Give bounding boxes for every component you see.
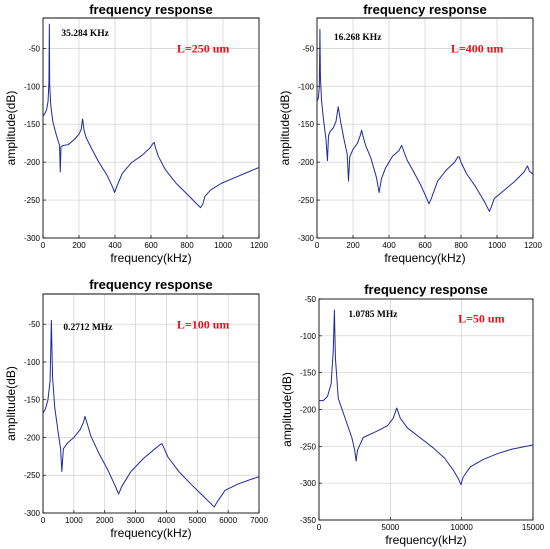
chart-4: 0 5000 10000 15000 -350 -300 -250 -200 -150 -100 -… [280, 282, 545, 547]
x-tick-label: 800 [180, 241, 194, 250]
length-label: L=250 um [177, 41, 230, 55]
chart-title: frequency response [364, 282, 488, 297]
y-tick-label: -150 [300, 369, 317, 378]
chart-1: 0 200 400 600 800 1000 1200 -300 -250 -200 -150 -10… [4, 2, 268, 265]
x-tick-label: 5000 [381, 523, 399, 532]
y-tick-label: -250 [24, 471, 41, 480]
x-tick-label: 1000 [65, 516, 83, 525]
x-tick-label: 200 [346, 241, 360, 250]
x-axis-label: frequency(kHz) [385, 533, 466, 547]
y-tick-label: -50 [28, 320, 40, 329]
y-tick-label: -100 [24, 82, 41, 91]
y-axis-label: amplitude(dB) [4, 366, 18, 441]
response-curve [42, 319, 260, 508]
peak-frequency-label: 1.0785 MHz [348, 310, 398, 320]
y-tick-label: -150 [24, 396, 41, 405]
y-tick-label: -200 [300, 406, 317, 415]
y-tick-label: -350 [300, 516, 317, 525]
x-tick-label: 400 [382, 241, 396, 250]
y-tick-label: -250 [300, 442, 317, 451]
y-tick-label: -150 [298, 120, 315, 129]
x-tick-label: 2000 [96, 516, 114, 525]
y-tick-label: -100 [24, 358, 41, 367]
x-tick-label: 5000 [188, 516, 206, 525]
x-tick-label: 0 [41, 516, 46, 525]
x-tick-label: 1200 [250, 241, 268, 250]
x-axis-label: frequency(kHz) [110, 251, 191, 265]
plot-area [42, 293, 260, 514]
x-axis-label: frequency(kHz) [110, 526, 191, 540]
x-tick-label: 1000 [488, 241, 506, 250]
plot-frame [316, 17, 534, 239]
x-tick-label: 1000 [214, 241, 232, 250]
peak-frequency-label: 16.268 KHz [334, 33, 382, 43]
y-axis-label: amplitude(dB) [280, 372, 294, 447]
y-tick-label: -50 [28, 44, 40, 53]
x-tick-label: 4000 [158, 516, 176, 525]
length-label: L=50 um [458, 311, 505, 325]
y-tick-label: -50 [304, 295, 316, 304]
chart-title: frequency response [363, 2, 487, 17]
y-tick-label: -100 [298, 82, 315, 91]
plot-frame [318, 298, 534, 521]
y-tick-label: -250 [24, 196, 41, 205]
response-curve [316, 28, 534, 212]
plot-frame [42, 293, 260, 514]
y-tick-label: -300 [298, 234, 315, 243]
x-tick-label: 400 [108, 241, 122, 250]
x-tick-label: 10000 [451, 523, 474, 532]
x-axis-label: frequency(kHz) [384, 251, 465, 265]
y-tick-label: -150 [24, 120, 41, 129]
x-tick-label: 0 [315, 241, 320, 250]
response-curve [319, 309, 534, 486]
length-label: L=100 um [177, 317, 230, 331]
plot-frame [42, 17, 260, 239]
x-tick-label: 800 [454, 241, 468, 250]
y-tick-label: -300 [300, 479, 317, 488]
x-tick-label: 7000 [250, 516, 268, 525]
y-tick-label: -200 [298, 158, 315, 167]
x-tick-label: 6000 [219, 516, 237, 525]
x-tick-label: 0 [41, 241, 46, 250]
chart-3: 0 1000 2000 3000 4000 5000 6000 7000 -300 -250 -20… [4, 277, 268, 540]
y-tick-label: -100 [300, 332, 317, 341]
x-tick-label: 15000 [522, 523, 545, 532]
x-tick-label: 0 [317, 523, 322, 532]
x-tick-label: 600 [418, 241, 432, 250]
x-tick-label: 600 [144, 241, 158, 250]
peak-frequency-label: 35.284 KHz [61, 29, 109, 39]
y-axis-label: amplitude(dB) [278, 91, 292, 166]
x-tick-label: 200 [72, 241, 86, 250]
chart-title: frequency response [89, 277, 213, 292]
y-tick-label: -50 [302, 44, 314, 53]
x-tick-label: 3000 [127, 516, 145, 525]
length-label: L=400 um [451, 41, 504, 55]
chart-title: frequency response [89, 2, 213, 17]
y-axis-label: amplitude(dB) [4, 91, 18, 166]
y-tick-label: -300 [24, 234, 41, 243]
peak-frequency-label: 0.2712 MHz [63, 323, 113, 333]
x-tick-label: 1200 [524, 241, 542, 250]
y-tick-label: -200 [24, 158, 41, 167]
y-tick-label: -200 [24, 433, 41, 442]
y-tick-label: -250 [298, 196, 315, 205]
response-curve [42, 23, 260, 209]
chart-2: 0 200 400 600 800 1000 1200 -300 -250 -200 -150 -10… [278, 2, 542, 265]
y-tick-label: -300 [24, 509, 41, 518]
